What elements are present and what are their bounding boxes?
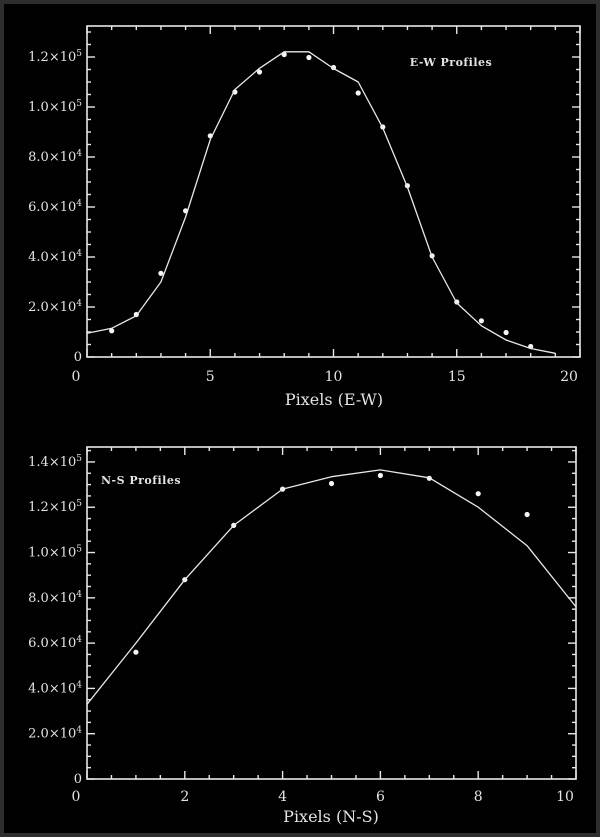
- x-axis-title: Pixels (E-W): [285, 390, 383, 409]
- data-point: [133, 649, 139, 655]
- data-point: [478, 318, 484, 324]
- data-point: [158, 270, 164, 276]
- y-tick-label: 1.0×105: [28, 545, 82, 561]
- data-point: [256, 69, 263, 75]
- y-tick-label: 1.4×105: [28, 454, 82, 470]
- data-point: [503, 329, 509, 336]
- x-tick-label: 10: [325, 369, 343, 385]
- y-tick-label: 1.0×105: [28, 99, 82, 115]
- plot-box: [86, 25, 581, 358]
- fit-line: [86, 469, 577, 705]
- y-tick-label: 4.0×104: [28, 680, 82, 696]
- x-tick-label: 8: [474, 789, 483, 805]
- plot-box: [86, 446, 577, 780]
- screen-edge-artifact: [596, 412, 600, 427]
- y-tick-label: 6.0×104: [28, 199, 82, 215]
- y-tick-label: 4.0×104: [28, 249, 82, 265]
- ns-profiles-chart: 0 2 4 6 8 10 0 2.0×104 4.0×104 6.0×104 8.0×104 1.0×…: [28, 446, 577, 826]
- x-tick-label: 5: [206, 369, 215, 385]
- data-point: [328, 480, 335, 487]
- y-tick-label: 1.2×105: [28, 499, 82, 515]
- data-point: [377, 472, 383, 479]
- data-point: [475, 491, 481, 497]
- x-axis-title: Pixels (N-S): [283, 807, 379, 826]
- x-tick-label: 0: [72, 369, 81, 385]
- y-tick-label: 0: [74, 772, 82, 787]
- x-tick-label: 2: [180, 789, 189, 805]
- x-tick-label: 4: [278, 789, 287, 805]
- x-tick-label: 10: [556, 789, 574, 805]
- ns-profiles-panel: 0 2 4 6 8 10 0 2.0×104 4.0×104 6.0×104 8.0×104 1.0×…: [4, 424, 596, 833]
- y-tick-label: 2.0×104: [28, 726, 82, 742]
- data-point: [109, 328, 115, 334]
- profile-annotation-label: N-S Profiles: [101, 474, 181, 487]
- y-tick-label: 2.0×104: [28, 299, 82, 315]
- data-point: [524, 511, 530, 518]
- y-tick-label: 1.2×105: [28, 49, 82, 65]
- data-point: [355, 90, 361, 96]
- x-tick-label: 6: [376, 789, 385, 805]
- y-tick-label: 8.0×104: [28, 590, 82, 606]
- y-tick-label: 8.0×104: [28, 149, 82, 165]
- profile-annotation-label: E-W Profiles: [410, 56, 492, 69]
- y-tick-label: 6.0×104: [28, 635, 82, 651]
- fit-line: [86, 51, 556, 354]
- ew-profiles-panel: 0 5 10 15 20 0 2.0×104 4.0×104 6.0×104 8.0×104 1.0…: [4, 4, 596, 424]
- y-tick-label: 0: [74, 350, 82, 365]
- x-tick-label: 0: [72, 789, 81, 805]
- ew-profiles-chart: 0 5 10 15 20 0 2.0×104 4.0×104 6.0×104 8.0×104 1.0…: [28, 25, 581, 409]
- x-tick-label: 20: [560, 369, 578, 385]
- data-point: [306, 54, 312, 61]
- x-tick-label: 15: [448, 369, 466, 385]
